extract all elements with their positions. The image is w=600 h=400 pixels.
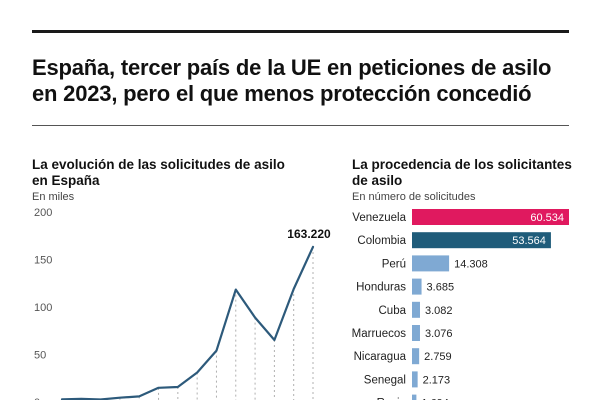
category-label: Honduras [356, 282, 406, 294]
category-label: Cuba [379, 305, 407, 317]
data-label: 3.076 [425, 328, 453, 340]
category-label: Marruecos [352, 328, 407, 340]
category-label: Rusia [377, 398, 407, 400]
data-label: 2.759 [424, 351, 452, 363]
bar-chart-subtitle: En número de solicitudes [352, 191, 476, 203]
bar [412, 348, 420, 365]
bar [412, 371, 418, 388]
bar [412, 325, 420, 341]
data-label: 1.694 [421, 398, 449, 400]
data-label: 14.308 [454, 258, 488, 270]
y-tick-label: 100 [34, 302, 52, 314]
category-label: Colombia [357, 235, 406, 247]
series-line [60, 245, 315, 400]
y-tick-label: 0 [34, 397, 40, 400]
category-label: Venezuela [352, 212, 406, 224]
data-label: 2.173 [423, 374, 451, 386]
category-label: Nicaragua [354, 351, 407, 363]
bar [412, 278, 422, 295]
headline: España, tercer país de la UE en peticion… [32, 55, 552, 106]
bar-chart-title: La procedencia de los solicitantes de as… [352, 157, 572, 188]
y-tick-label: 150 [34, 255, 52, 267]
data-label: 3.082 [425, 305, 453, 317]
bar [412, 394, 417, 400]
line-chart-title: La evolución de las solicitudes de asilo… [32, 157, 285, 188]
bar [412, 232, 551, 249]
y-tick-label: 50 [34, 350, 46, 362]
separator-rule [32, 125, 569, 126]
bar [412, 255, 450, 272]
data-label: 53.564 [512, 235, 546, 247]
y-tick-label: 200 [34, 207, 52, 219]
bar [412, 301, 420, 318]
category-label: Perú [382, 258, 406, 270]
top-rule [32, 30, 569, 33]
data-label: 3.685 [427, 282, 455, 294]
category-label: Senegal [364, 374, 406, 386]
data-label: 60.534 [530, 212, 564, 224]
peak-value-label: 163.220 [287, 227, 331, 241]
bar [412, 209, 569, 225]
line-chart-subtitle: En miles [32, 191, 75, 203]
